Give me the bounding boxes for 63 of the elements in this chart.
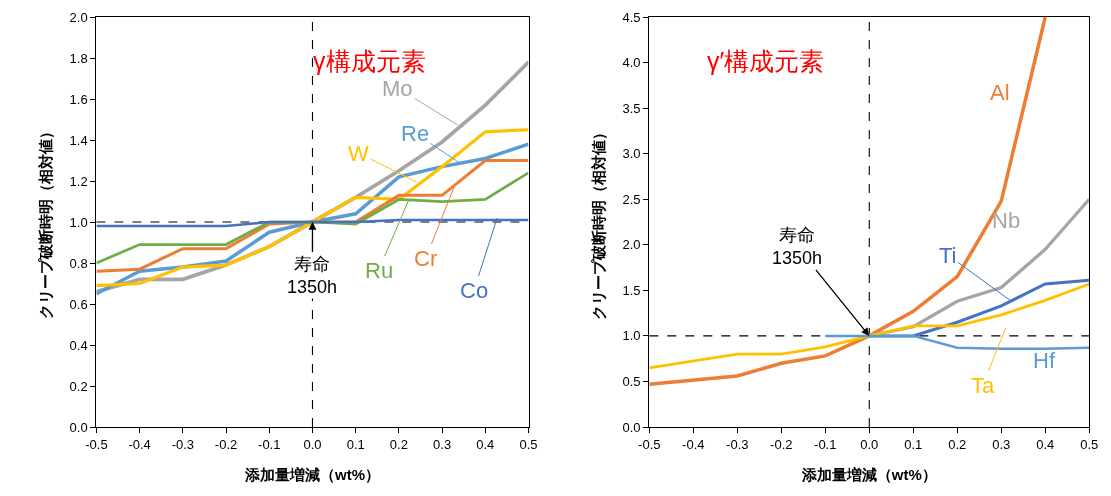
y-tick-label: 2.0 bbox=[622, 237, 641, 253]
y-tick-label: 1.8 bbox=[69, 50, 88, 66]
y-tick-label: 3.5 bbox=[622, 100, 641, 116]
annotation: 寿命 1350h bbox=[772, 225, 823, 269]
x-tick-label: 0.1 bbox=[346, 436, 365, 452]
y-tick-label: 2.0 bbox=[69, 9, 88, 25]
y-tick-label: 0.6 bbox=[69, 296, 88, 312]
annotation: 寿命 1350h bbox=[287, 254, 338, 298]
y-tick-label: 0.0 bbox=[69, 419, 88, 435]
y-tick-label: 2.5 bbox=[622, 191, 641, 207]
x-tick-label: 0.0 bbox=[303, 436, 322, 452]
x-tick-label: 0.2 bbox=[389, 436, 408, 452]
x-tick-label: -0.3 bbox=[726, 436, 749, 452]
x-tick-label: 0.3 bbox=[433, 436, 452, 452]
x-tick-label: -0.5 bbox=[638, 436, 661, 452]
y-tick-label: 0.2 bbox=[69, 378, 88, 394]
text: Ti bbox=[939, 243, 957, 268]
x-tick-label: 0.0 bbox=[860, 436, 879, 452]
x-tick-label: 0.5 bbox=[519, 436, 538, 452]
y-tick-label: 1.0 bbox=[622, 328, 641, 344]
y-tick-label: 1.4 bbox=[69, 132, 88, 148]
y-tick-label: 1.6 bbox=[69, 91, 88, 107]
series-label: Nb bbox=[992, 208, 1021, 233]
y-tick-label: 0.8 bbox=[69, 255, 88, 271]
series-label: Ru bbox=[365, 258, 394, 283]
y-axis-title: クリープ破断時明（相対値） bbox=[36, 124, 54, 320]
y-tick-label: 0.5 bbox=[622, 373, 641, 389]
line-series bbox=[649, 282, 1090, 370]
text: Ta bbox=[971, 373, 995, 398]
y-tick-label: 4.0 bbox=[622, 55, 641, 71]
text: γ構成元素 bbox=[313, 47, 426, 75]
y-tick-label: 0.4 bbox=[69, 337, 88, 353]
x-axis-title: 添加量増減（wt%） bbox=[243, 465, 380, 483]
y-tick-label: 1.0 bbox=[69, 214, 88, 230]
series-label: Hf bbox=[1033, 348, 1056, 373]
y-tick-label: 3.0 bbox=[622, 146, 641, 162]
x-tick-label: 0.4 bbox=[476, 436, 495, 452]
x-tick-label: -0.2 bbox=[214, 436, 238, 452]
x-tick-label: -0.4 bbox=[128, 436, 151, 452]
text: Cr bbox=[414, 246, 438, 271]
x-tick-label: -0.1 bbox=[814, 436, 837, 452]
x-tick-label: -0.1 bbox=[258, 436, 281, 452]
y-tick-label: 0.0 bbox=[622, 419, 641, 435]
series-label: W bbox=[348, 141, 369, 166]
x-tick-label: 0.4 bbox=[1036, 436, 1055, 452]
y-tick-label: 4.5 bbox=[622, 9, 641, 25]
series-label: Re bbox=[401, 121, 430, 146]
x-tick-label: -0.3 bbox=[171, 436, 195, 452]
x-tick-label: 0.5 bbox=[1080, 436, 1099, 452]
x-tick-label: -0.4 bbox=[682, 436, 705, 452]
text: Co bbox=[460, 278, 489, 303]
text: Mo bbox=[382, 76, 413, 101]
x-tick-label: 0.2 bbox=[948, 436, 967, 452]
series-label: Al bbox=[990, 80, 1010, 105]
text: γ′構成元素 bbox=[707, 47, 825, 75]
y-axis-title: クリープ破断時明（相対値） bbox=[589, 124, 607, 320]
y-tick-label: 1.2 bbox=[69, 173, 88, 189]
x-tick-label: 0.1 bbox=[904, 436, 923, 452]
x-tick-label: 0.3 bbox=[992, 436, 1011, 452]
x-axis-title: 添加量増減（wt%） bbox=[800, 465, 937, 483]
x-tick-label: -0.5 bbox=[85, 436, 108, 452]
y-tick-label: 1.5 bbox=[622, 282, 641, 298]
x-tick-label: -0.2 bbox=[770, 436, 793, 452]
